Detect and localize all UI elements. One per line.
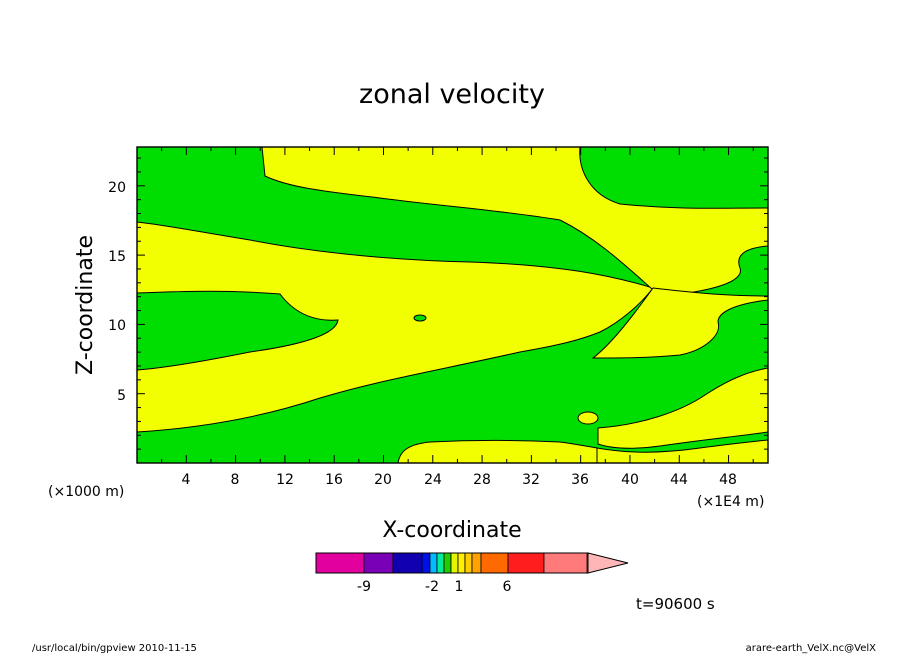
colorbar-segment [436, 552, 445, 574]
x-tick-label: 20 [374, 472, 392, 488]
colorbar-segment [392, 552, 423, 574]
contour-region-yellow-top [261, 146, 769, 297]
y-axis-label: Z-coordinate [73, 235, 98, 375]
colorbar-frame [315, 552, 589, 574]
contour-region-yellow-blob [577, 411, 599, 425]
x-tick-label: 36 [571, 472, 589, 488]
x-tick-marks [161, 147, 754, 463]
colorbar-segment [471, 552, 482, 574]
colorbar-segment [507, 552, 545, 574]
x-axis-label: X-coordinate [382, 518, 521, 543]
colorbar-segment [363, 552, 394, 574]
x-tick-label: 4 [182, 472, 191, 488]
colorbar-label: -2 [425, 579, 439, 595]
colorbar-segment [480, 552, 509, 574]
time-label: t=90600 s [636, 595, 715, 613]
y-tick-label: 20 [108, 180, 126, 196]
y-tick-labels: 5 10 15 20 [108, 180, 126, 404]
colorbar-segment [450, 552, 459, 574]
colorbar-segment [543, 552, 588, 574]
y-tick-label: 10 [108, 318, 126, 334]
colorbar-label: 6 [503, 579, 512, 595]
x-unit-note: (×1E4 m) [697, 494, 764, 510]
y-tick-marks [137, 157, 768, 450]
footer-right: arare-earth_VelX.nc@VelX [746, 643, 877, 654]
contour-region-yellow-right [591, 287, 769, 359]
x-tick-label: 8 [231, 472, 240, 488]
y-tick-label: 15 [108, 249, 126, 265]
x-tick-label: 44 [670, 472, 688, 488]
colorbar-segment [421, 552, 431, 574]
x-tick-label: 32 [522, 472, 540, 488]
colorbar-segment [464, 552, 473, 574]
x-tick-label: 12 [276, 472, 294, 488]
x-scale-note: (×1000 m) [48, 484, 124, 500]
x-tick-label: 40 [621, 472, 639, 488]
colorbar-segments [315, 552, 588, 574]
colorbar-label: -9 [357, 579, 371, 595]
colorbar-segment [457, 552, 466, 574]
x-tick-label: 16 [325, 472, 343, 488]
colorbar-label: 1 [455, 579, 464, 595]
plot-frame [136, 146, 769, 464]
plot-area [136, 146, 769, 464]
colorbar: -9 -2 1 6 [315, 552, 629, 595]
contour-region-yellow-strip [596, 439, 769, 464]
footer-left: /usr/local/bin/gpview 2010-11-15 [32, 643, 197, 654]
colorbar-arrow [587, 552, 629, 574]
colorbar-segment [315, 552, 365, 574]
contour-region-green-blob [413, 314, 427, 322]
colorbar-segment [429, 552, 438, 574]
x-tick-labels: 4 8 12 16 20 24 28 32 36 40 44 48 [182, 472, 737, 488]
x-tick-label: 28 [473, 472, 491, 488]
colorbar-segment [443, 552, 452, 574]
x-tick-label: 24 [424, 472, 442, 488]
x-tick-label: 48 [719, 472, 737, 488]
chart-title: zonal velocity [359, 79, 545, 110]
contour-region-yellow-bottom [136, 221, 654, 433]
y-tick-label: 5 [117, 388, 126, 404]
contour-region-yellow-base [397, 440, 598, 464]
